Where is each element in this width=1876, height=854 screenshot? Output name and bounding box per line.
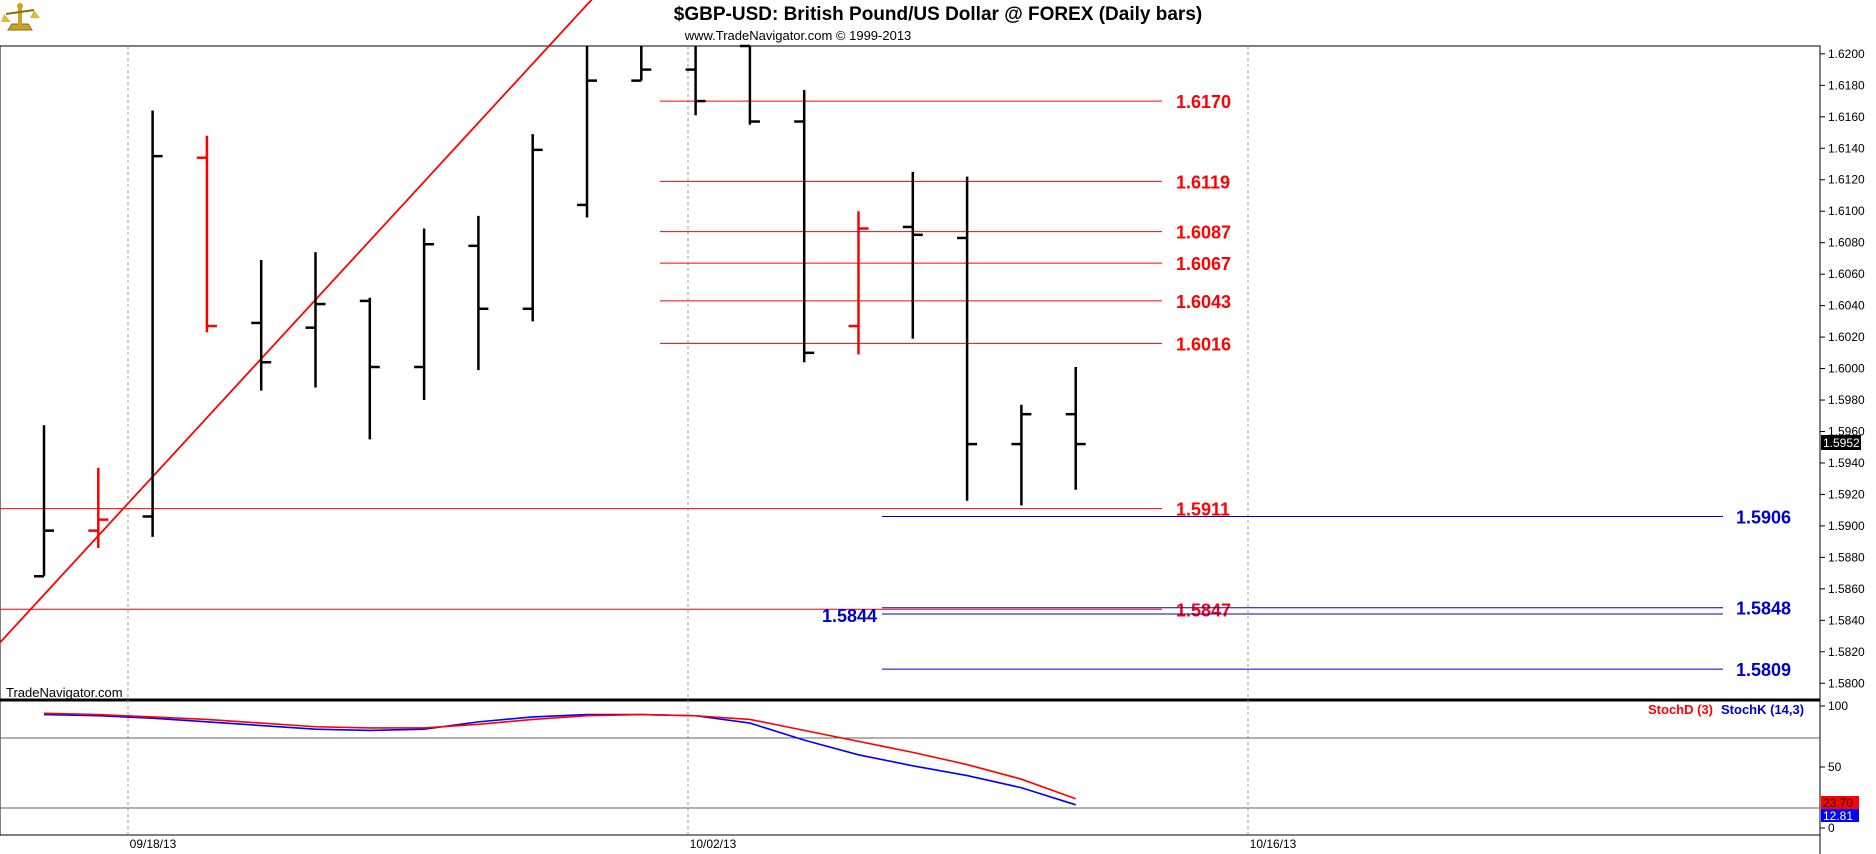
stoch-tick-label-1: 50	[1828, 760, 1842, 774]
stochd-value-box	[1821, 796, 1859, 809]
date-axis: 09/18/13 10/02/13 10/16/13	[0, 834, 1820, 851]
price-tick-label-5: 1.6100	[1828, 204, 1865, 218]
price-tick-label-15: 1.5900	[1828, 519, 1865, 533]
watermark: TradeNavigator.com	[6, 685, 123, 700]
price-axis-ticks: 1.6200 1.6180 1.6160 1.6140 1.6120 1.6100 1.60…	[1820, 47, 1865, 690]
date-tick-label-1: 10/02/13	[690, 837, 737, 851]
ohlc-bar-15	[848, 211, 869, 355]
fib-level-label-2: 1.6087	[1176, 223, 1231, 243]
fib-level-label-7: 1.5847	[1176, 600, 1231, 620]
ohlc-bar-8	[468, 215, 489, 371]
stoch-panel-frame	[0, 700, 1821, 836]
price-tick-label-3: 1.6140	[1828, 141, 1865, 155]
price-tick-label-6: 1.6080	[1828, 236, 1865, 250]
stoch-tick-label-0: 100	[1828, 699, 1848, 713]
price-tick-label-4: 1.6120	[1828, 173, 1865, 187]
projection-level-label-1: 1.5848	[1736, 599, 1791, 619]
price-tick-label-2: 1.6160	[1828, 110, 1865, 124]
price-panel-frame	[0, 45, 1821, 700]
projection-level-label-2: 1.5844	[822, 606, 877, 626]
price-tick-label-8: 1.6040	[1828, 299, 1865, 313]
fib-level-label-0: 1.6170	[1176, 92, 1231, 112]
ohlc-bar-4	[251, 259, 272, 391]
scales-trophy-icon	[1, 3, 40, 31]
ohlc-bar-6	[359, 297, 380, 440]
last-price-label: 1.5952	[1823, 436, 1860, 450]
stochd-value-label: 23.70	[1823, 796, 1853, 810]
price-tick-label-7: 1.6060	[1828, 267, 1865, 281]
price-tick-label-16: 1.5880	[1828, 550, 1865, 564]
stoch-line-0	[43, 713, 1076, 806]
fib-level-label-6: 1.5911	[1176, 500, 1230, 520]
date-tick-label-2: 10/16/13	[1250, 837, 1297, 851]
ohlc-bar-0	[34, 425, 54, 578]
stoch-tick-label-2: 0	[1828, 821, 1835, 835]
ohlc-bar-13	[739, 44, 760, 125]
fib-level-label-3: 1.6067	[1176, 254, 1231, 274]
price-tick-label-1: 1.6180	[1828, 78, 1865, 92]
ohlc-bar-1	[88, 467, 109, 548]
ohlc-bar-18	[1011, 404, 1032, 506]
price-tick-label-11: 1.5980	[1828, 393, 1865, 407]
ohlc-bar-5	[305, 252, 326, 388]
price-tick-label-14: 1.5920	[1828, 487, 1865, 501]
legend-stochk: StochK (14,3)	[1721, 702, 1804, 717]
stoch-line-1	[43, 712, 1076, 800]
ohlc-bar-12	[685, 46, 706, 116]
chart-subtitle: www.TradeNavigator.com © 1999-2013	[684, 28, 912, 43]
price-tick-label-17: 1.5860	[1828, 582, 1865, 596]
projection-level-label-0: 1.5906	[1736, 507, 1791, 527]
ohlc-bar-19	[1065, 366, 1086, 490]
fib-level-label-4: 1.6043	[1176, 292, 1231, 312]
last-price-box	[1821, 435, 1861, 450]
ohlc-bar-11	[631, 46, 652, 82]
price-tick-label-20: 1.5800	[1828, 676, 1865, 690]
stochk-value-box	[1821, 809, 1859, 822]
projection-level-label-3: 1.5809	[1736, 660, 1791, 680]
price-tick-label-0: 1.6200	[1828, 47, 1865, 61]
legend-stochd: StochD (3)	[1648, 702, 1713, 717]
date-tick-label-0: 09/18/13	[130, 837, 177, 851]
ohlc-bar-2	[142, 110, 163, 537]
ohlc-bar-16	[902, 171, 923, 339]
ohlc-bar-9	[522, 134, 543, 322]
ohlc-bar-14	[794, 90, 815, 363]
logo	[1, 3, 40, 31]
price-tick-label-10: 1.6000	[1828, 362, 1865, 376]
price-bars-layer	[34, 44, 1086, 578]
trendline	[0, 0, 593, 644]
fib-level-label-5: 1.6016	[1176, 334, 1231, 354]
fib-level-label-1: 1.6119	[1176, 172, 1230, 192]
level-lines-layer: 1.6170 1.6119 1.6087 1.6067 1.6043 1.6016 1.59…	[0, 92, 1791, 680]
stochk-value-label: 12.81	[1823, 809, 1853, 823]
ohlc-bar-10	[577, 46, 597, 218]
trendline-layer	[0, 0, 593, 644]
ohlc-bar-7	[414, 228, 435, 401]
price-tick-label-19: 1.5820	[1828, 645, 1865, 659]
ohlc-bar-17	[957, 176, 978, 501]
chart-title: $GBP-USD: British Pound/US Dollar @ FORE…	[674, 4, 1202, 25]
stoch-layer: 100 50 0	[43, 699, 1848, 835]
price-tick-label-13: 1.5940	[1828, 456, 1865, 470]
price-tick-label-9: 1.6020	[1828, 330, 1865, 344]
price-tick-label-18: 1.5840	[1828, 613, 1865, 627]
ohlc-bar-3	[196, 135, 217, 333]
grid-layer	[0, 46, 1820, 834]
